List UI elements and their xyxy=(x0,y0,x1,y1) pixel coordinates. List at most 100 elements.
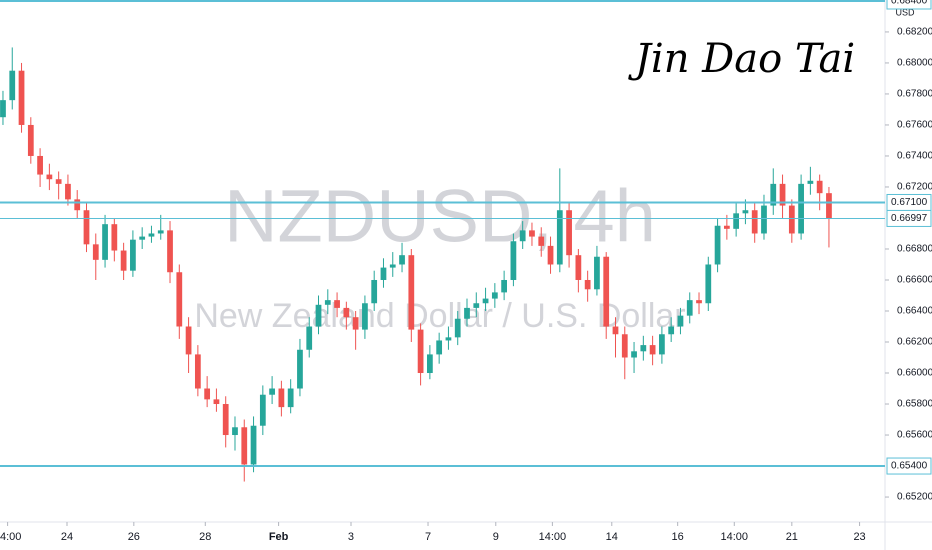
candle-body xyxy=(445,337,452,341)
x-tick-label: 3 xyxy=(348,531,354,543)
watermark-description: New Zealand Dollar / U.S. Dollar xyxy=(194,297,685,335)
y-tick-label: 0.67800 xyxy=(897,89,932,100)
price-label: 0.68400 xyxy=(891,0,928,7)
candle-body xyxy=(324,300,331,305)
candle-body xyxy=(640,345,647,352)
y-tick-label: 0.66000 xyxy=(897,368,932,379)
candle-body xyxy=(65,183,71,200)
x-tick-label: Feb xyxy=(269,531,289,543)
candle-body xyxy=(194,354,201,389)
candle-body xyxy=(436,340,443,355)
x-tick-label: 14:00 xyxy=(721,531,749,543)
last-price-box xyxy=(886,209,932,227)
price-label-box xyxy=(886,0,932,10)
candle-body xyxy=(9,70,16,101)
x-tick-label: 9 xyxy=(493,531,499,543)
candle-body xyxy=(529,230,535,237)
candle-body xyxy=(269,388,275,395)
x-tick-label: 21 xyxy=(786,531,798,543)
candle-body xyxy=(584,279,591,290)
y-tick-label: 0.67400 xyxy=(897,151,932,162)
candle-body xyxy=(649,345,656,355)
price-label: 0.67100 xyxy=(891,197,928,208)
y-tick-label: 0.65200 xyxy=(897,492,932,503)
candle-body xyxy=(491,292,498,299)
y-tick-label: 0.65600 xyxy=(897,430,932,441)
candle-body xyxy=(696,300,702,304)
candle-body xyxy=(621,334,628,358)
candle-body xyxy=(723,225,730,229)
candle-body xyxy=(417,329,424,374)
candle-body xyxy=(408,255,415,330)
candle-body xyxy=(473,303,480,308)
y-tick-label: 0.66400 xyxy=(897,306,932,317)
candle-body xyxy=(139,236,146,240)
candle-body xyxy=(250,425,257,465)
price-label-box xyxy=(886,457,932,475)
candle-body xyxy=(37,155,43,175)
candle-body xyxy=(538,236,545,246)
candle-body xyxy=(677,315,684,327)
y-tick-label: 0.66200 xyxy=(897,337,932,348)
candle-body xyxy=(501,279,508,293)
candle-body xyxy=(742,210,749,214)
x-tick-label: 28 xyxy=(199,531,211,543)
candle-body xyxy=(482,298,489,304)
candle-body xyxy=(111,224,118,251)
candle-body xyxy=(148,233,155,237)
candle-body xyxy=(510,241,517,280)
candle-body xyxy=(556,210,563,265)
candle-body xyxy=(547,245,554,265)
candle-body xyxy=(798,183,804,234)
candle-body xyxy=(751,210,758,234)
candle-body xyxy=(306,326,313,350)
candle-body xyxy=(287,388,294,408)
x-tick-label: 7 xyxy=(425,531,431,543)
candle-body xyxy=(92,244,99,260)
x-tick-label: 16 xyxy=(672,531,684,543)
candle-body xyxy=(371,279,378,304)
x-tick-label: 14 xyxy=(606,531,618,543)
x-tick-label: 24 xyxy=(61,531,73,543)
candle-body xyxy=(352,317,359,330)
y-tick-label: 0.68000 xyxy=(897,58,932,69)
candle-body xyxy=(362,303,368,330)
candle-body xyxy=(185,326,192,355)
candle-body xyxy=(380,267,387,280)
y-tick-label: 0.66600 xyxy=(897,275,932,286)
candle-body xyxy=(826,193,832,219)
candle-body xyxy=(668,326,675,335)
candle-body xyxy=(761,205,767,234)
candle-body xyxy=(816,180,823,194)
candle-body xyxy=(315,304,322,327)
candle-body xyxy=(27,124,34,156)
y-tick-label: 0.67200 xyxy=(897,182,932,193)
candle-body xyxy=(519,230,526,242)
x-tick-label: 14:00 xyxy=(539,531,567,543)
candle-body xyxy=(334,300,340,308)
candle-body xyxy=(566,210,572,256)
candle-body xyxy=(705,264,712,304)
candle-body xyxy=(102,224,108,260)
candle-body xyxy=(130,239,136,271)
candle-body xyxy=(297,349,303,389)
y-tick-label: 0.67600 xyxy=(897,120,932,131)
candle-body xyxy=(659,334,665,355)
candle-body xyxy=(594,256,600,290)
candle-body xyxy=(454,318,461,338)
candle-body xyxy=(18,70,25,125)
candle-body xyxy=(0,100,6,118)
candle-body xyxy=(779,183,786,206)
candle-body xyxy=(157,230,164,234)
x-tick-label: 14:00 xyxy=(0,531,21,543)
candle-body xyxy=(241,427,248,465)
candle-body xyxy=(575,255,582,280)
candle-body xyxy=(686,300,693,316)
candle-body xyxy=(278,388,285,408)
candle-body xyxy=(213,399,220,405)
candle-body xyxy=(55,179,62,184)
candle-body xyxy=(222,404,229,436)
candle-body xyxy=(427,354,433,374)
